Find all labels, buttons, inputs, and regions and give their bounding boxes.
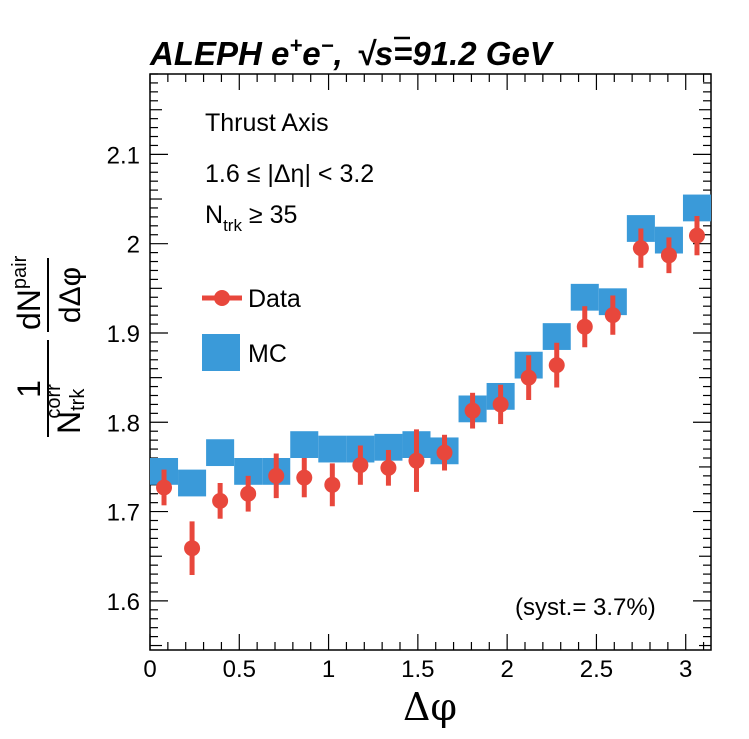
legend-data-marker [214,290,230,306]
data-point [324,476,341,493]
data-point [408,452,425,469]
mc-box [178,469,207,497]
annotation-syst: (syst.= 3.7%) [515,594,656,621]
data-point [548,357,565,374]
ylabel-dn: dNpair [9,255,47,330]
data-point [240,485,257,502]
x-tick-label: 3 [679,656,692,683]
data-point [352,457,369,474]
title-energy: s=91.2 GeV [375,35,555,72]
y-axis-label: 1 Ntrkcorr dNpair dΔφ [9,255,89,437]
ylabel-dphi: dΔφ [54,267,87,323]
y-tick-label: 1.6 [107,589,140,616]
x-axis-label: Δφ [403,685,457,729]
title-e: e [302,35,320,72]
ntrk-sub: trk [223,216,242,235]
data-point [380,459,397,476]
y-tick-label: 1.9 [107,321,140,348]
data-point [436,444,453,461]
data-point [212,492,229,509]
x-tick-label: 2.5 [580,656,613,683]
mc-box [206,439,235,467]
x-tick-label: 0.5 [223,656,256,683]
ntrk-n: N [205,201,223,229]
data-point [520,369,537,386]
data-point [576,318,593,335]
y-tick-label: 2 [127,232,140,259]
data-point [184,540,201,557]
data-point [492,396,509,413]
y-tick-label: 2.1 [107,142,140,169]
data-series [156,215,705,575]
ylabel-one: 1 [11,380,47,398]
data-point [296,469,313,486]
ylabel-dn-text: dN [11,289,47,330]
annotation-axis: Thrust Axis [205,109,329,137]
legend-mc-label: MC [248,340,287,368]
ylabel-ncorr-n: N [51,411,87,434]
annotation-ntrk: Ntrk ≥ 35 [205,201,297,235]
data-point [604,307,621,324]
title-sqrt: √ [357,35,378,72]
y-tick-label: 1.8 [107,410,140,437]
legend-mc-box [202,334,240,371]
title-experiment: ALEPH e [149,35,289,72]
annotation-eta-cut: 1.6 ≤ |Δη| < 3.2 [205,160,374,188]
title-comma: , [332,35,342,72]
ylabel-dn-sup: pair [9,255,31,289]
ylabel-ncorr: Ntrkcorr [43,384,89,434]
data-point [464,402,481,419]
y-tick-label: 1.7 [107,500,140,527]
x-tick-label: 0 [143,656,156,683]
ylabel-ncorr-sup: corr [43,384,65,419]
x-tick-label: 2 [500,656,513,683]
mc-box [318,435,347,463]
data-point [632,240,649,257]
tick-labels: 0 0.5 1 1.5 2 2.5 3 1.6 1.7 1.8 1.9 2 2.1 [107,142,693,683]
data-point [688,227,705,244]
x-tick-label: 1 [322,656,335,683]
legend-data-label: Data [248,285,301,313]
data-point [156,479,173,496]
title-sup-plus: + [289,33,302,58]
title-sup-minus: − [321,33,334,58]
ylabel-ncorr-sub: trk [67,388,89,411]
axis-ticks [149,73,711,650]
x-tick-label: 1.5 [401,656,434,683]
legend: Data MC [202,285,301,371]
chart-title: ALEPH e+e−, √s=91.2 GeV [149,33,555,72]
data-point [660,247,677,264]
mc-box [290,431,319,458]
data-point [268,467,285,484]
plot-frame [149,73,712,651]
ntrk-rest: ≥ 35 [242,201,297,229]
